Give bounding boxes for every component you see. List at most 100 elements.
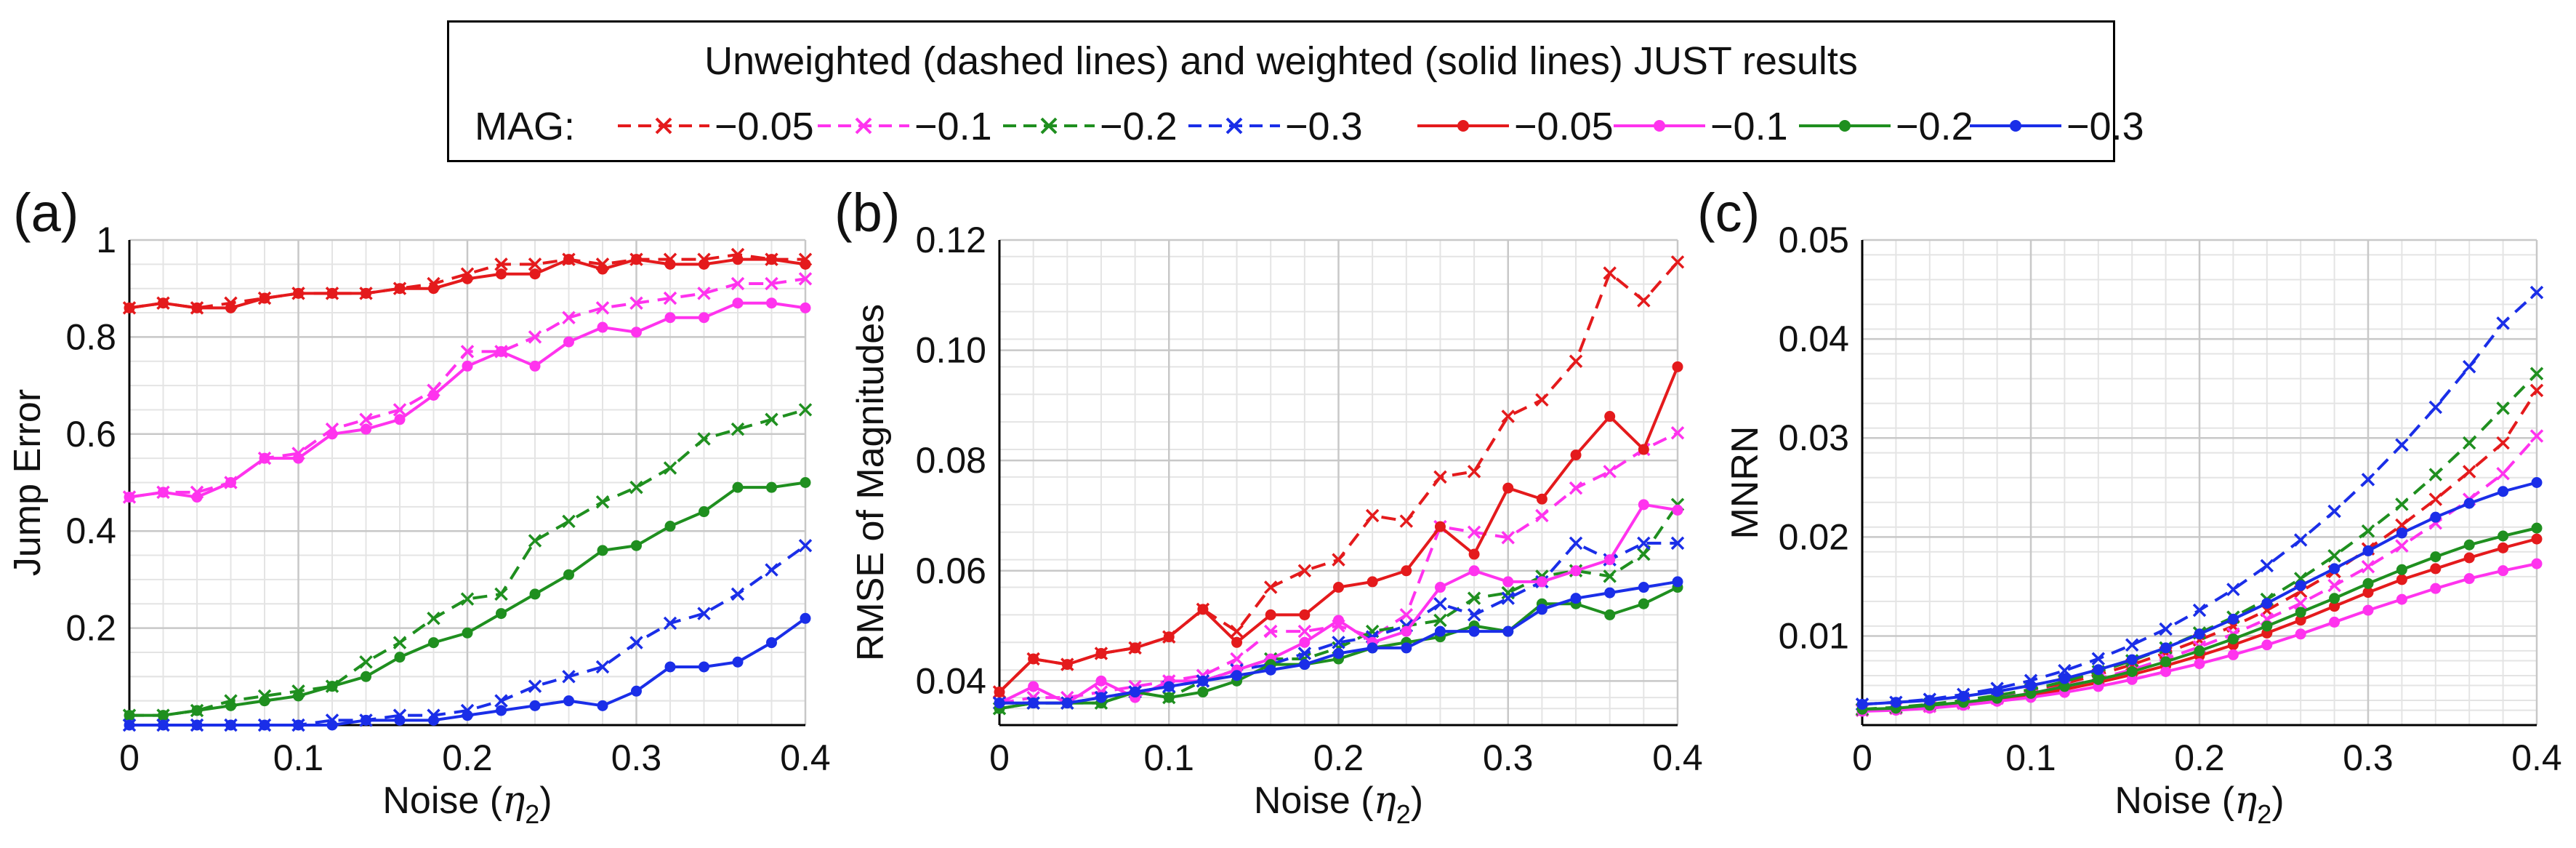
data-point <box>629 636 643 649</box>
data-point <box>2395 518 2409 532</box>
chart-panel-1: 0 0.1 0.2 0.3 0.4 0.04 0.06 0.08 0.10 0.12 (b) RMSE… <box>834 183 1703 829</box>
data-point <box>1502 576 1514 588</box>
chart-panel-0: 0 0.1 0.2 0.3 0.4 0.2 0.4 0.6 0.8 1 (a) Jump Error N… <box>7 183 831 829</box>
data-point <box>663 616 677 631</box>
y-axis-label: RMSE of Magnitudes <box>850 304 892 661</box>
data-point <box>2430 583 2442 594</box>
data-point <box>800 477 811 488</box>
data-point <box>2058 663 2072 678</box>
data-point <box>2362 604 2374 616</box>
data-point <box>158 487 169 498</box>
data-point <box>1535 393 1549 407</box>
chart-panel-2: 0 0.1 0.2 0.3 0.4 0.01 0.02 0.03 0.04 0.05 (c) MNRN… <box>1697 183 2562 829</box>
x-axis-label-sub: 2 <box>525 799 539 829</box>
x-tick-label: 0.4 <box>2511 737 2562 778</box>
data-point <box>1569 354 1583 368</box>
data-point <box>2497 486 2509 497</box>
legend-title: Unweighted (dashed lines) and weighted (… <box>704 39 1858 83</box>
x-axis-label-symbol: η <box>1374 779 1396 823</box>
data-point <box>1638 444 1649 455</box>
data-point <box>1401 642 1412 654</box>
x-tick-label: 0.2 <box>442 737 493 778</box>
data-point <box>2428 468 2443 481</box>
legend-swatch-dashed-0 <box>618 117 709 135</box>
data-point <box>191 719 203 731</box>
y-tick-label: 0.4 <box>65 511 116 551</box>
data-point <box>765 563 778 577</box>
data-point <box>1163 692 1175 703</box>
data-point <box>765 276 778 291</box>
x-tick-label: 0.3 <box>611 737 662 778</box>
data-point <box>1468 565 1480 577</box>
data-point <box>2496 436 2510 450</box>
data-point <box>361 423 371 435</box>
data-point <box>2295 580 2306 591</box>
data-point <box>191 705 203 716</box>
data-point <box>597 700 608 711</box>
data-point <box>1061 697 1073 709</box>
data-point <box>1670 426 1685 440</box>
data-point <box>1570 449 1582 461</box>
data-point <box>563 336 574 348</box>
data-point <box>1095 647 1107 659</box>
data-point <box>528 257 542 271</box>
data-point <box>1332 636 1345 649</box>
data-point <box>994 687 1005 698</box>
data-point <box>1265 664 1276 676</box>
data-point <box>595 660 610 674</box>
data-point <box>427 612 440 625</box>
data-point <box>2463 552 2475 564</box>
data-point <box>1028 697 1039 709</box>
series-5 <box>124 297 811 503</box>
data-point <box>1163 631 1175 643</box>
data-point <box>664 661 676 673</box>
data-point <box>1672 504 1683 516</box>
data-point <box>460 345 475 359</box>
data-point <box>528 679 542 693</box>
data-point <box>765 412 778 427</box>
data-point <box>428 389 439 401</box>
data-point <box>124 710 135 721</box>
data-point <box>697 607 711 620</box>
data-point <box>1367 576 1378 588</box>
data-point <box>2361 473 2375 487</box>
data-point <box>2428 400 2443 415</box>
data-point <box>664 312 676 324</box>
data-point <box>766 254 777 265</box>
data-point <box>2194 658 2205 670</box>
data-point <box>393 636 407 649</box>
legend-swatch-solid-0 <box>1417 120 1509 132</box>
data-point <box>595 301 610 315</box>
data-point <box>1672 361 1683 372</box>
data-point <box>1197 687 1209 698</box>
data-point <box>494 587 508 601</box>
data-point <box>2329 601 2340 612</box>
data-point <box>2529 383 2544 398</box>
y-tick-label: 0.02 <box>1779 516 1849 557</box>
data-point <box>2531 558 2543 569</box>
data-point <box>2295 607 2306 618</box>
x-axis-label-close: ) <box>1411 780 1423 822</box>
data-point <box>732 481 744 493</box>
y-tick-label: 0.04 <box>1779 319 1849 359</box>
data-point <box>158 710 169 721</box>
data-point <box>191 302 203 313</box>
data-point <box>2261 620 2273 632</box>
data-point <box>2125 638 2139 652</box>
data-point <box>428 714 439 726</box>
data-point <box>124 492 135 503</box>
series-line <box>1861 389 2538 712</box>
data-point <box>1501 531 1515 545</box>
data-point <box>597 321 608 333</box>
data-point <box>359 412 373 427</box>
data-point <box>1992 686 2003 697</box>
data-point <box>798 538 813 553</box>
data-point <box>664 258 676 270</box>
y-tick-label: 0.04 <box>916 660 986 701</box>
x-axis-label: Noise (η2) <box>1254 779 1423 829</box>
data-point <box>1197 675 1209 687</box>
data-point <box>293 452 304 464</box>
data-point <box>494 694 508 708</box>
data-point <box>494 257 508 271</box>
data-point <box>2093 664 2104 676</box>
